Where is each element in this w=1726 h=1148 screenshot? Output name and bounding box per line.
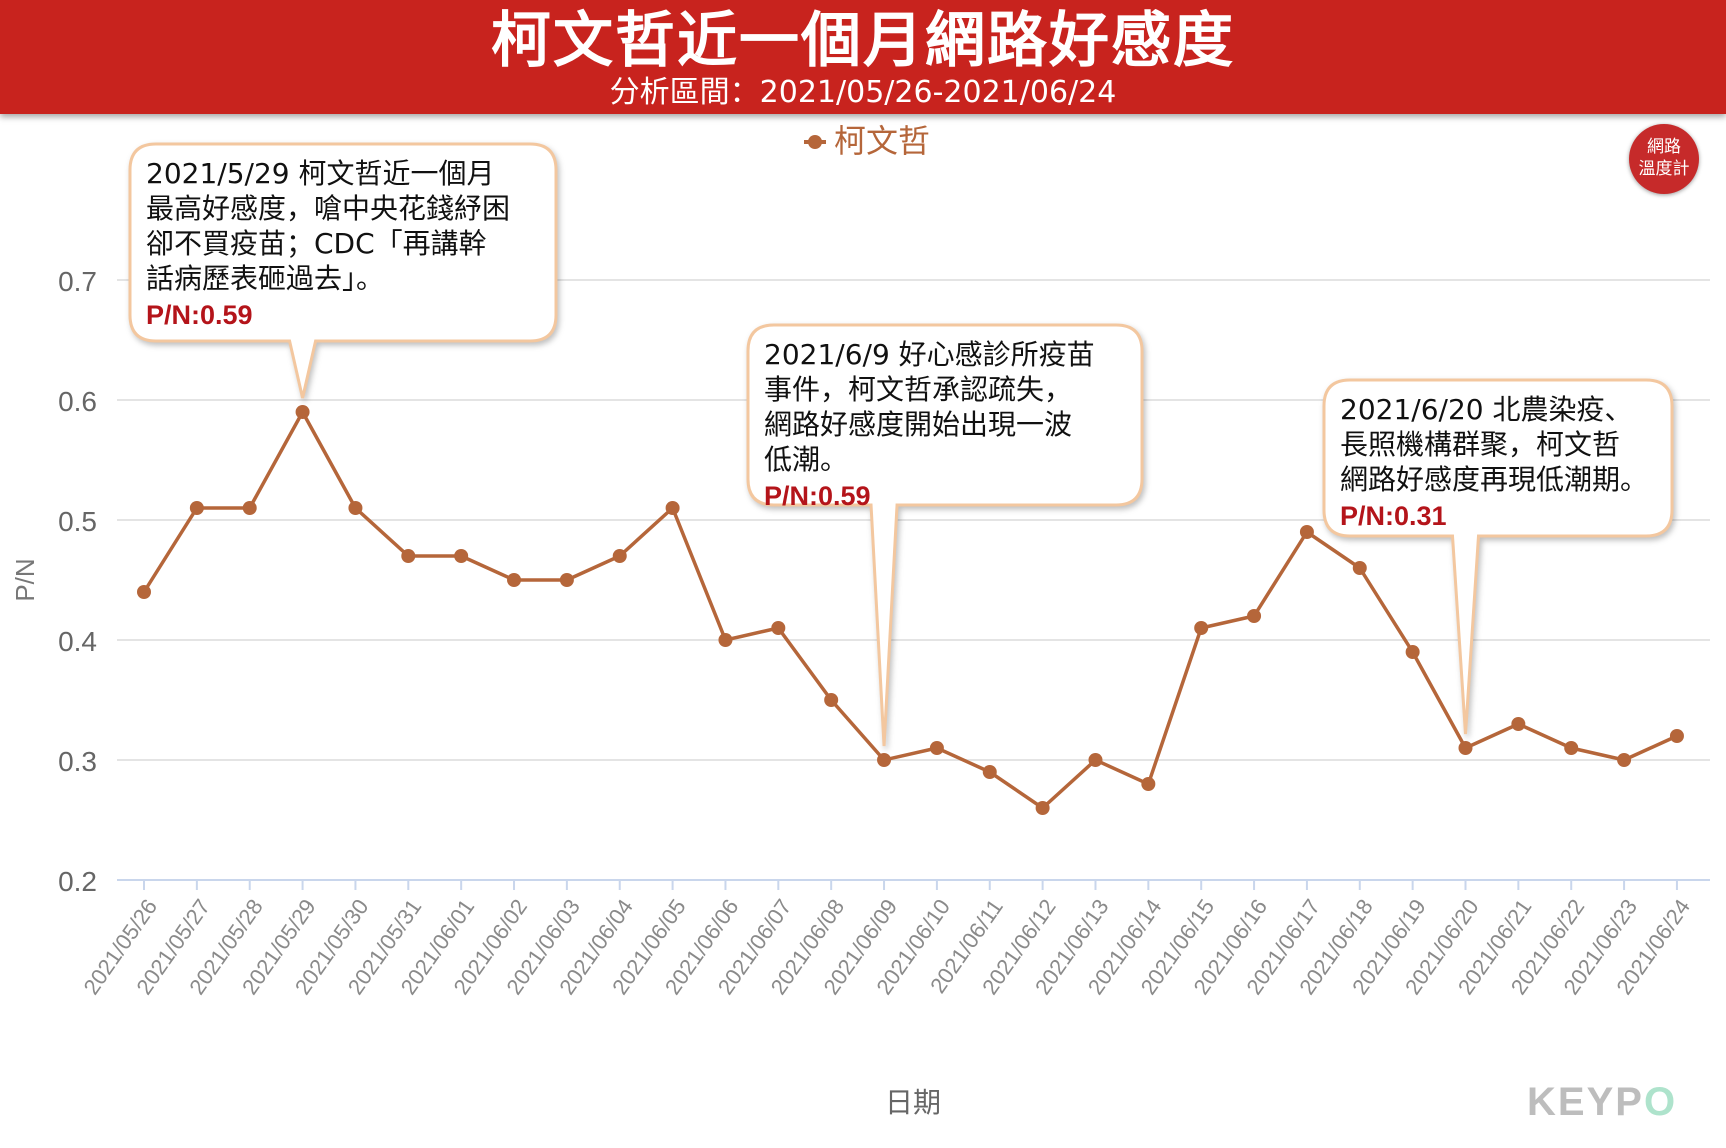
data-point bbox=[1352, 561, 1367, 575]
y-tick-label: 0.3 bbox=[58, 746, 97, 777]
data-point bbox=[877, 753, 892, 767]
series-line bbox=[142, 410, 1678, 810]
data-point bbox=[982, 765, 997, 779]
data-point bbox=[242, 501, 257, 515]
callout-bubble bbox=[128, 142, 558, 399]
data-point bbox=[1564, 741, 1579, 755]
data-point bbox=[1458, 741, 1473, 755]
data-point bbox=[665, 501, 680, 515]
data-point bbox=[295, 405, 310, 419]
data-point bbox=[559, 573, 574, 587]
keypo-watermark: KEYPO bbox=[1527, 1080, 1677, 1125]
callout-bubble bbox=[746, 323, 1144, 747]
watermark-prefix: KEYP bbox=[1527, 1080, 1644, 1124]
data-point bbox=[612, 549, 627, 563]
data-point bbox=[189, 501, 204, 515]
data-point bbox=[1511, 717, 1526, 731]
data-point bbox=[507, 573, 522, 587]
chart-title: 柯文哲近一個月網路好感度 bbox=[491, 6, 1235, 76]
legend-marker bbox=[808, 135, 822, 149]
data-point bbox=[401, 549, 416, 563]
callout-pn-value: P/N:0.59 bbox=[764, 481, 871, 511]
data-point bbox=[824, 693, 839, 707]
data-point bbox=[1299, 525, 1314, 539]
callout-text: 2021/6/9 好心感診所疫苗 事件，柯文哲承認疏失， 網路好感度開始出現一波 低潮… bbox=[764, 337, 1095, 514]
callout-line: 網路好感度開始出現一波 bbox=[764, 408, 1073, 441]
y-tick-label: 0.4 bbox=[58, 626, 97, 657]
callout-text: 2021/5/29 柯文哲近一個月 最高好感度，嗆中央花錢紓困 卻不買疫苗；CDC「… bbox=[146, 156, 510, 333]
watermark-suffix: O bbox=[1643, 1080, 1678, 1124]
data-point bbox=[348, 501, 363, 515]
data-point bbox=[1669, 729, 1684, 743]
data-point bbox=[771, 621, 786, 635]
callout-line: 低潮。 bbox=[764, 443, 849, 476]
callout-line: 長照機構群聚，柯文哲 bbox=[1340, 428, 1621, 461]
logo-text-2: 溫度計 bbox=[1638, 159, 1690, 179]
callout-line: 話病歷表砸過去」。 bbox=[146, 262, 385, 295]
callout-text: 2021/6/20 北農染疫、 長照機構群聚，柯文哲 網路好感度再現低潮期。 P/N:… bbox=[1340, 392, 1648, 534]
logo-text-1: 網路 bbox=[1647, 137, 1681, 157]
data-point bbox=[1141, 777, 1156, 791]
chart-subtitle: 分析區間：2021/05/26-2021/06/24 bbox=[609, 75, 1117, 110]
callout-pn-value: P/N:0.59 bbox=[146, 300, 253, 330]
data-point bbox=[1035, 801, 1050, 815]
thermometer-logo: 網路 溫度計 bbox=[1629, 124, 1699, 194]
callout-bubble bbox=[1322, 378, 1674, 735]
data-point bbox=[929, 741, 944, 755]
y-tick-label: 0.6 bbox=[58, 386, 97, 417]
callout-pn-value: P/N:0.31 bbox=[1340, 501, 1447, 531]
callout-line: 卻不買疫苗；CDC「再講幹 bbox=[146, 227, 487, 260]
y-tick-label: 0.5 bbox=[58, 506, 97, 537]
y-tick-label: 0.2 bbox=[58, 866, 97, 897]
callout-line: 網路好感度再現低潮期。 bbox=[1340, 463, 1649, 496]
title-banner: 柯文哲近一個月網路好感度 分析區間：2021/05/26-2021/06/24 bbox=[0, 0, 1726, 114]
data-point bbox=[1194, 621, 1209, 635]
x-axis-label: 日期 bbox=[885, 1086, 941, 1119]
data-point bbox=[1247, 609, 1262, 623]
data-point bbox=[137, 585, 151, 599]
data-point bbox=[1405, 645, 1420, 659]
data-point bbox=[1617, 753, 1632, 767]
data-point bbox=[1088, 753, 1103, 767]
callout-line: 2021/6/20 北農染疫、 bbox=[1340, 393, 1633, 426]
legend-label: 柯文哲 bbox=[834, 122, 930, 160]
data-point bbox=[718, 633, 733, 647]
callout-line: 事件，柯文哲承認疏失， bbox=[764, 373, 1073, 406]
callout-line: 2021/6/9 好心感診所疫苗 bbox=[764, 338, 1095, 371]
y-axis-label: P/N bbox=[10, 558, 40, 601]
callout-line: 2021/5/29 柯文哲近一個月 bbox=[146, 157, 495, 190]
data-point bbox=[454, 549, 469, 563]
y-tick-label: 0.7 bbox=[58, 266, 97, 297]
callout-line: 最高好感度，嗆中央花錢紓困 bbox=[146, 192, 511, 225]
